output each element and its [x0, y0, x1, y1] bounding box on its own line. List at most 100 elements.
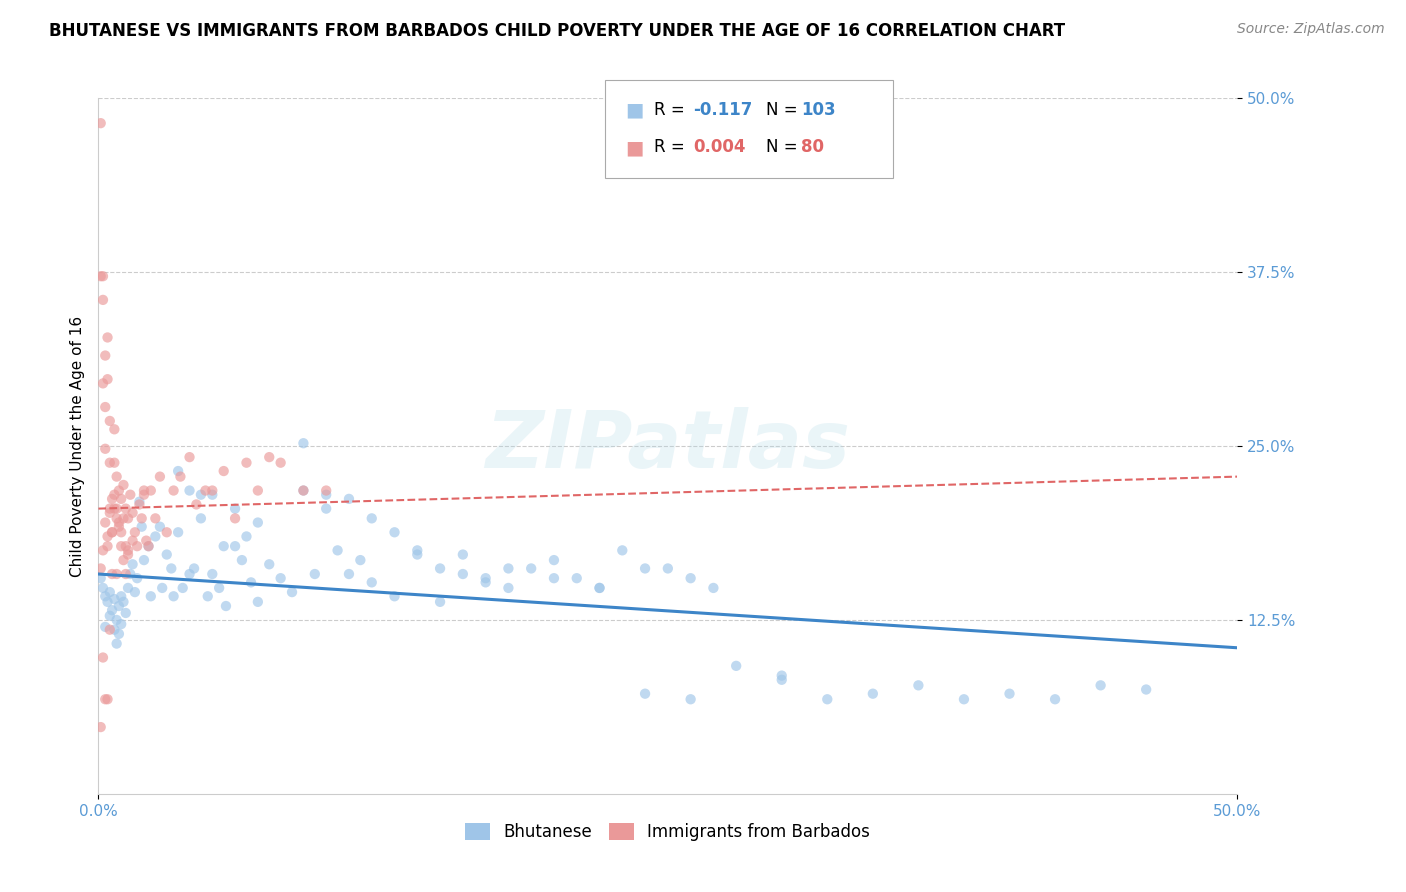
Point — [112, 511, 135, 525]
Point — [162, 589, 184, 603]
Point — [139, 589, 162, 603]
Point — [96, 529, 118, 543]
Point — [429, 595, 451, 609]
Point — [90, 116, 112, 130]
Point — [770, 668, 793, 682]
Point — [281, 585, 304, 599]
Point — [190, 511, 212, 525]
Point — [406, 548, 429, 562]
Point — [224, 539, 246, 553]
Point — [770, 673, 793, 687]
Point — [94, 349, 117, 363]
Point — [110, 589, 132, 603]
Point — [160, 561, 183, 575]
Point — [108, 483, 131, 498]
Text: ■: ■ — [626, 138, 644, 157]
Point — [634, 687, 657, 701]
Point — [90, 571, 112, 585]
Point — [108, 599, 131, 613]
Point — [304, 567, 326, 582]
Point — [98, 585, 121, 599]
Point — [543, 571, 565, 585]
Point — [212, 464, 235, 478]
Y-axis label: Child Poverty Under the Age of 16: Child Poverty Under the Age of 16 — [69, 316, 84, 576]
Point — [94, 589, 117, 603]
Point — [565, 571, 588, 585]
Text: 80: 80 — [801, 138, 824, 156]
Point — [117, 548, 139, 562]
Point — [96, 539, 118, 553]
Point — [121, 558, 143, 572]
Point — [127, 571, 149, 585]
Point — [103, 501, 125, 516]
Point — [201, 567, 224, 582]
Point — [103, 592, 125, 607]
Point — [112, 478, 135, 492]
Text: Source: ZipAtlas.com: Source: ZipAtlas.com — [1237, 22, 1385, 37]
Point — [105, 567, 128, 582]
Point — [150, 581, 173, 595]
Point — [103, 422, 125, 436]
Point — [474, 571, 496, 585]
Text: ■: ■ — [626, 101, 644, 120]
Point — [138, 539, 160, 553]
Point — [120, 567, 142, 582]
Point — [384, 589, 406, 603]
Point — [101, 491, 124, 506]
Point — [139, 483, 162, 498]
Point — [1043, 692, 1066, 706]
Point — [212, 539, 235, 553]
Point — [108, 627, 131, 641]
Point — [98, 506, 121, 520]
Point — [246, 516, 269, 530]
Point — [117, 581, 139, 595]
Point — [91, 269, 114, 284]
Point — [91, 543, 114, 558]
Point — [114, 539, 136, 553]
Point — [103, 456, 125, 470]
Point — [208, 581, 231, 595]
Point — [292, 436, 315, 450]
Point — [315, 501, 337, 516]
Point — [149, 519, 172, 533]
Point — [315, 483, 337, 498]
Point — [145, 511, 167, 525]
Point — [101, 603, 124, 617]
Point — [337, 567, 360, 582]
Point — [131, 511, 153, 525]
Point — [679, 571, 702, 585]
Point — [120, 488, 142, 502]
Point — [114, 567, 136, 582]
Point — [588, 581, 610, 595]
Point — [96, 692, 118, 706]
Point — [105, 501, 128, 516]
Point — [183, 561, 205, 575]
Point — [90, 561, 112, 575]
Text: 103: 103 — [801, 101, 837, 119]
Point — [110, 617, 132, 632]
Text: R =: R = — [654, 101, 685, 119]
Point — [110, 539, 132, 553]
Point — [167, 464, 190, 478]
Point — [128, 498, 150, 512]
Point — [953, 692, 976, 706]
Point — [108, 516, 131, 530]
Point — [179, 450, 201, 464]
Point — [149, 469, 172, 483]
Text: N =: N = — [766, 138, 797, 156]
Point — [179, 483, 201, 498]
Point — [101, 567, 124, 582]
Point — [103, 488, 125, 502]
Point — [815, 692, 838, 706]
Point — [156, 525, 179, 540]
Point — [101, 525, 124, 540]
Point — [406, 543, 429, 558]
Point — [657, 561, 679, 575]
Point — [474, 575, 496, 590]
Point — [156, 548, 179, 562]
Point — [98, 456, 121, 470]
Point — [231, 553, 253, 567]
Point — [360, 575, 382, 590]
Point — [162, 483, 184, 498]
Point — [201, 488, 224, 502]
